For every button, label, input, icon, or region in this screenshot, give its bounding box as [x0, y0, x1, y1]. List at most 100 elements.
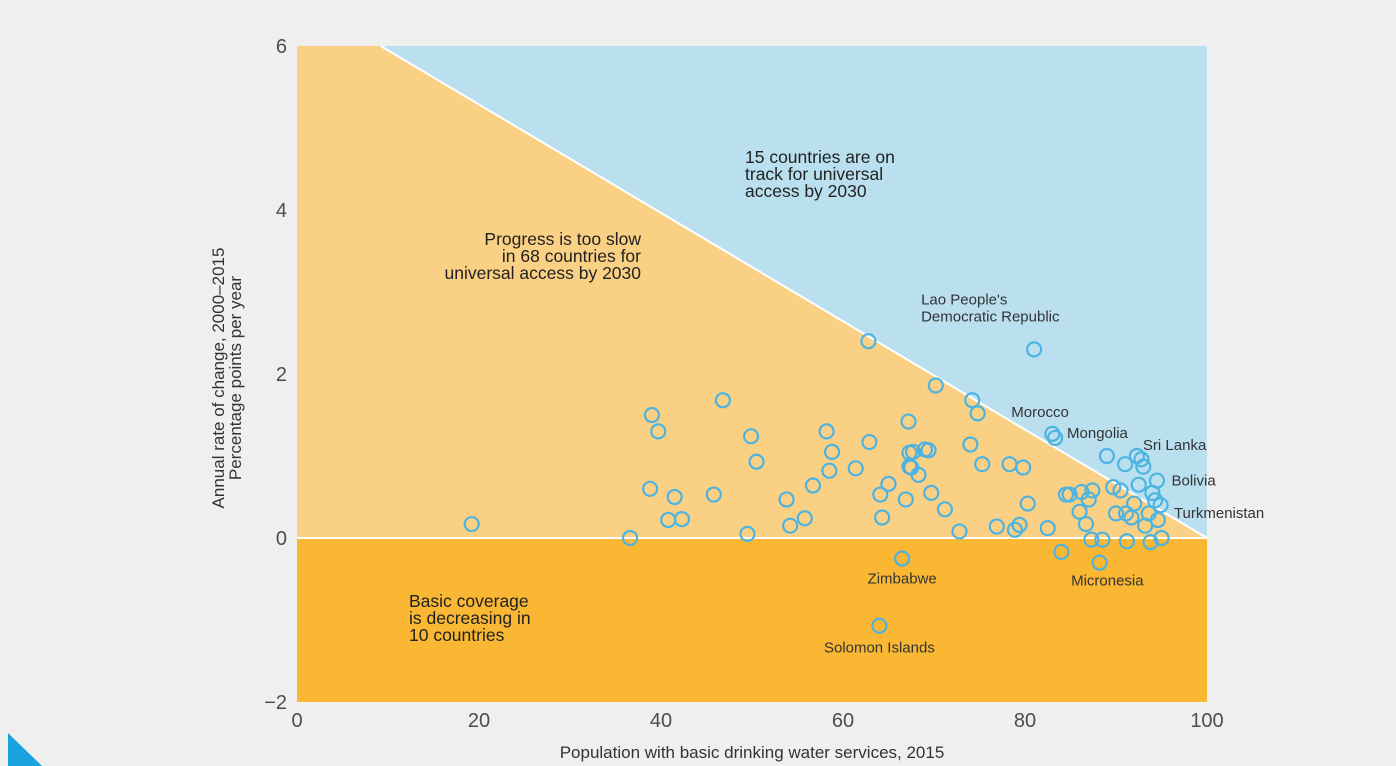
x-tick-label: 0: [291, 710, 302, 732]
data-point: [1015, 459, 1032, 476]
data-point: [821, 462, 838, 479]
data-point: [927, 377, 944, 394]
data-point: [705, 486, 722, 503]
y-tick-label: 6: [276, 36, 287, 58]
data-point: [804, 477, 822, 494]
data-point: [880, 475, 897, 492]
data-point: [872, 486, 889, 503]
data-point: [739, 525, 756, 543]
data-point: [1116, 456, 1134, 473]
data-point: [1152, 497, 1169, 514]
data-point: [643, 406, 661, 424]
data-point: [778, 491, 795, 508]
y-tick-label: 0: [276, 528, 287, 550]
data-point: [1091, 554, 1108, 571]
point-label-lao-people-s: Lao People's Democratic Republic: [921, 291, 1060, 325]
point-labels: Lao People's Democratic Republic Morocco Mo…: [824, 291, 1264, 656]
data-point: [1105, 479, 1122, 496]
data-point: [861, 433, 878, 451]
data-point: [1019, 495, 1036, 512]
data-point: [463, 515, 480, 533]
region-labels: 15 countries are on track for universal ac…: [409, 147, 895, 645]
point-label-solomon-islands: Solomon Islands: [824, 640, 935, 657]
data-point: [1011, 516, 1028, 533]
data-points: [463, 333, 1170, 634]
data-point: [1053, 543, 1070, 561]
data-point: [910, 466, 927, 483]
y-tick-label: 4: [276, 200, 287, 222]
data-point: [1147, 492, 1164, 509]
region-label-on-track: 15 countries are on track for universal ac…: [745, 147, 895, 201]
x-tick-label: 80: [1014, 710, 1036, 732]
data-point: [650, 423, 667, 440]
x-tick-label: 100: [1190, 710, 1223, 732]
data-point: [969, 405, 986, 422]
region-decreasing: [297, 538, 1207, 702]
chart-regions: [297, 45, 1208, 702]
y-tick-label: 2: [276, 364, 287, 386]
data-point: [621, 529, 639, 547]
data-point: [1046, 429, 1064, 447]
data-point: [923, 484, 940, 501]
data-point: [874, 509, 891, 526]
data-point: [1080, 491, 1097, 508]
data-point: [904, 443, 922, 460]
data-point: [818, 423, 835, 440]
data-point: [1094, 531, 1111, 548]
data-point: [1107, 505, 1125, 522]
data-point: [920, 442, 937, 459]
data-point: [1118, 533, 1136, 550]
data-point: [666, 488, 683, 506]
data-point: [796, 510, 813, 527]
data-point: [1006, 521, 1024, 538]
data-point: [1142, 533, 1159, 551]
region-label-decreasing: Basic coverage is decreasing in 10 countri…: [409, 591, 531, 645]
data-point: [1135, 458, 1152, 475]
data-point: [673, 511, 691, 528]
data-point: [962, 436, 979, 453]
point-label-morocco: Morocco: [1011, 404, 1069, 421]
data-point: [714, 392, 731, 409]
point-label-micronesia: Micronesia: [1071, 573, 1144, 590]
data-point: [1084, 482, 1101, 499]
region-too-slow: [297, 46, 1207, 538]
data-point: [1130, 476, 1147, 493]
point-label-sri-lanka: Sri Lanka: [1143, 437, 1207, 454]
data-point: [894, 550, 911, 567]
data-point: [1025, 341, 1043, 358]
point-label-turkmenistan: Turkmenistan: [1174, 505, 1264, 522]
point-label-mongolia: Mongolia: [1067, 425, 1129, 442]
data-point: [1148, 472, 1166, 489]
data-point: [964, 392, 981, 409]
data-point: [951, 523, 968, 540]
x-tick-label: 60: [832, 710, 854, 732]
data-point: [742, 428, 760, 445]
data-point: [1126, 495, 1143, 512]
y-axis-title: Annual rate of change, 2000–2015Percenta…: [209, 248, 245, 509]
region-label-too-slow: Progress is too slow in 68 countries for u…: [445, 229, 642, 283]
data-point: [871, 617, 888, 634]
corner-accent-decoration: [8, 733, 42, 766]
data-point: [1112, 482, 1129, 499]
data-point: [748, 453, 765, 470]
data-point: [1061, 486, 1078, 503]
data-point: [1071, 503, 1088, 520]
data-point: [900, 413, 917, 430]
point-label-zimbabwe: Zimbabwe: [868, 571, 937, 588]
data-point: [860, 333, 877, 350]
data-point: [641, 480, 659, 497]
x-tick-label: 40: [650, 710, 672, 732]
data-point: [1149, 511, 1166, 529]
data-point: [1133, 451, 1150, 468]
data-point: [782, 517, 799, 534]
y-tick-label: −2: [264, 692, 287, 714]
data-point: [1039, 520, 1056, 537]
data-point: [974, 456, 991, 473]
data-point: [1077, 515, 1095, 533]
data-point: [988, 518, 1005, 535]
point-label-bolivia: Bolivia: [1172, 473, 1217, 490]
data-point: [847, 460, 864, 477]
